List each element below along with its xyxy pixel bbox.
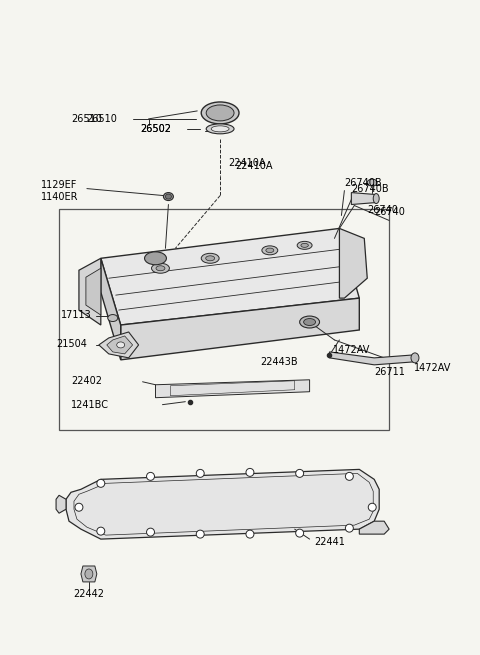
Text: 1472AV: 1472AV [414, 363, 451, 373]
Text: 26502: 26502 [141, 124, 171, 134]
Text: 22442: 22442 [73, 589, 104, 599]
Text: 21504: 21504 [56, 339, 87, 349]
Ellipse shape [152, 263, 169, 273]
Text: 1129EF: 1129EF [41, 179, 78, 189]
Ellipse shape [262, 246, 278, 255]
Polygon shape [81, 566, 97, 582]
Text: 1472AV: 1472AV [333, 345, 370, 355]
Circle shape [296, 470, 304, 477]
Circle shape [97, 479, 105, 487]
Polygon shape [79, 258, 101, 325]
Ellipse shape [266, 248, 274, 253]
Text: 22410A: 22410A [235, 160, 273, 171]
Ellipse shape [201, 102, 239, 124]
Text: 26502: 26502 [141, 124, 171, 134]
Ellipse shape [166, 194, 171, 199]
Ellipse shape [300, 316, 320, 328]
Bar [59, 208, 389, 430]
Text: 1140ER: 1140ER [41, 191, 79, 202]
Ellipse shape [304, 318, 315, 326]
Polygon shape [66, 470, 379, 539]
Circle shape [196, 470, 204, 477]
Polygon shape [339, 229, 367, 298]
Text: 26510: 26510 [86, 114, 117, 124]
Circle shape [246, 530, 254, 538]
Ellipse shape [411, 353, 419, 363]
Text: 26740: 26740 [367, 206, 398, 215]
Polygon shape [360, 521, 389, 534]
Polygon shape [351, 193, 376, 204]
Circle shape [296, 529, 304, 537]
Circle shape [97, 527, 105, 535]
Ellipse shape [85, 569, 93, 579]
Ellipse shape [206, 105, 234, 121]
Circle shape [368, 503, 376, 511]
Circle shape [246, 468, 254, 476]
Text: 22443B: 22443B [260, 357, 298, 367]
Polygon shape [101, 258, 120, 360]
Text: 26740: 26740 [374, 208, 405, 217]
Text: 26740B: 26740B [344, 178, 382, 187]
Ellipse shape [373, 194, 379, 204]
Circle shape [146, 472, 155, 480]
Ellipse shape [164, 193, 173, 200]
Polygon shape [101, 229, 360, 325]
Ellipse shape [301, 244, 308, 248]
Text: 26510: 26510 [71, 114, 102, 124]
Circle shape [196, 530, 204, 538]
Ellipse shape [108, 314, 118, 322]
Polygon shape [329, 352, 414, 365]
Ellipse shape [144, 252, 167, 265]
Text: 1241BC: 1241BC [71, 400, 109, 409]
Text: 22410A: 22410A [228, 158, 265, 168]
Ellipse shape [206, 124, 234, 134]
Circle shape [75, 503, 83, 511]
Ellipse shape [206, 256, 215, 261]
Text: 17113: 17113 [61, 310, 92, 320]
Polygon shape [107, 336, 132, 354]
Text: 26740B: 26740B [351, 183, 389, 194]
Circle shape [146, 528, 155, 536]
Ellipse shape [297, 241, 312, 250]
Ellipse shape [156, 266, 165, 271]
Circle shape [346, 472, 353, 480]
Text: 26711: 26711 [374, 367, 405, 377]
Polygon shape [56, 495, 66, 514]
Polygon shape [99, 332, 139, 358]
Text: 22441: 22441 [314, 537, 346, 547]
Ellipse shape [211, 126, 229, 132]
Ellipse shape [201, 253, 219, 263]
Circle shape [346, 524, 353, 532]
Polygon shape [86, 269, 101, 315]
Text: 22402: 22402 [71, 376, 102, 386]
Polygon shape [156, 380, 310, 398]
Polygon shape [120, 298, 360, 360]
Ellipse shape [117, 342, 125, 348]
Ellipse shape [367, 179, 377, 186]
